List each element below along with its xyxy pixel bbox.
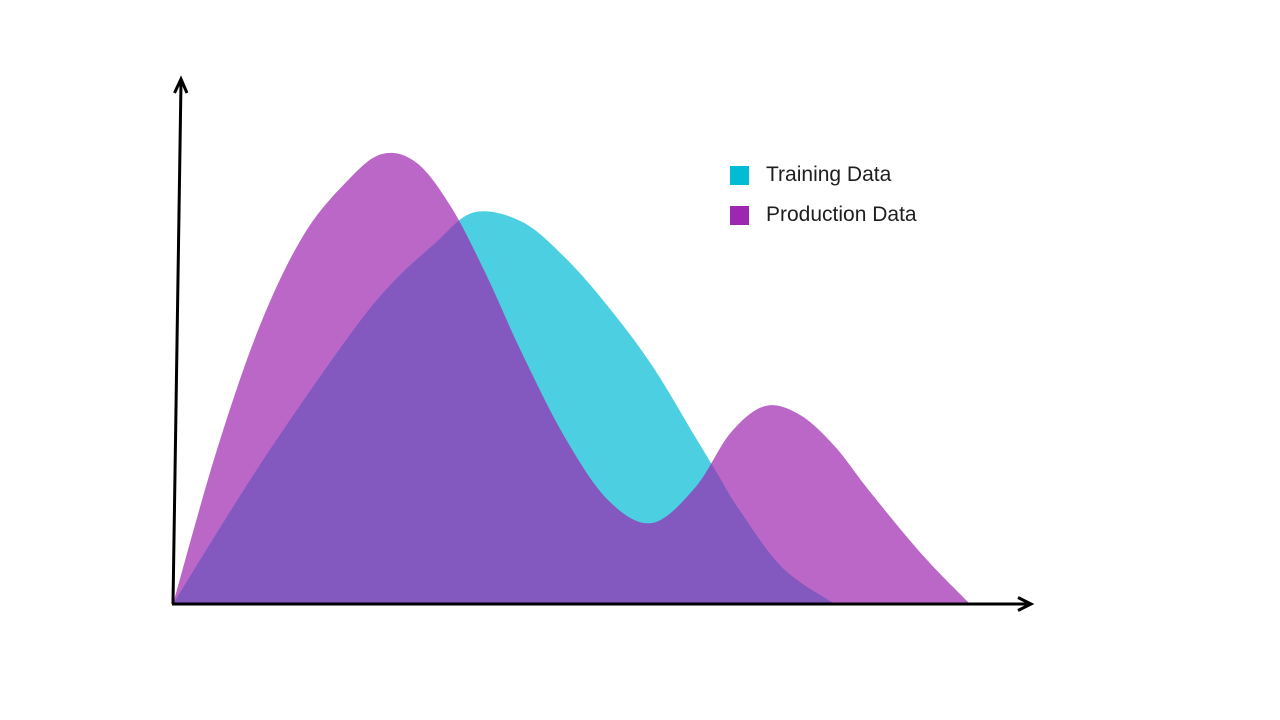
- legend-swatch-training: [730, 165, 749, 185]
- axes: [171, 75, 1035, 612]
- legend-item-training: Training Data: [730, 163, 917, 187]
- y-axis-arrow-icon: [173, 75, 189, 94]
- series-area-production: [173, 152, 970, 604]
- legend-item-production: Production Data: [730, 203, 917, 227]
- series-areas: [173, 152, 970, 605]
- legend-swatch-production: [730, 205, 749, 225]
- x-axis-arrow-icon: [1017, 596, 1035, 612]
- y-axis-line: [171, 81, 183, 605]
- legend: Training Data Production Data: [730, 163, 917, 227]
- legend-label-training: Training Data: [766, 163, 892, 186]
- legend-label-production: Production Data: [766, 203, 917, 226]
